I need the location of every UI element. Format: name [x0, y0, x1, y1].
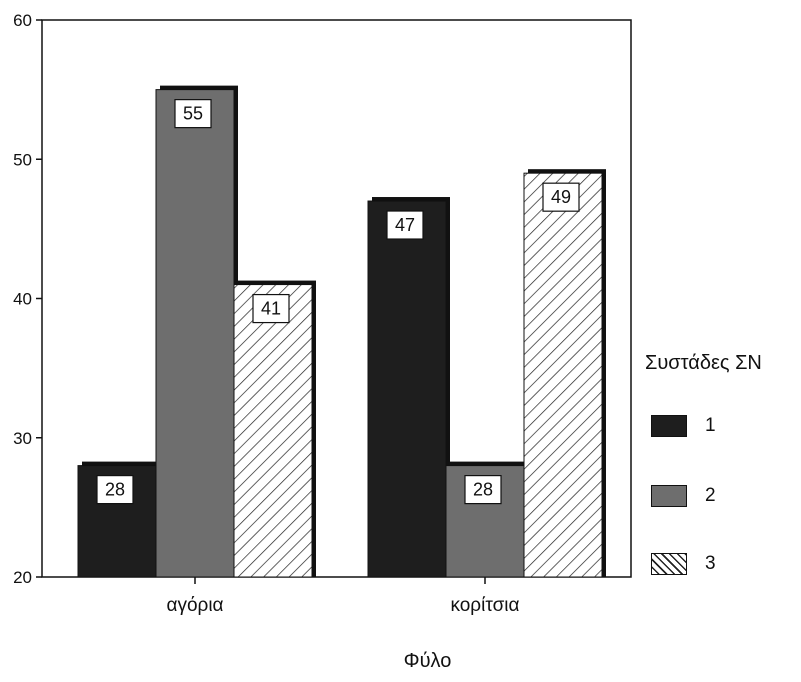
data-label: 28 — [105, 480, 125, 500]
data-label: 28 — [473, 480, 493, 500]
data-label-box — [386, 210, 424, 240]
legend-swatch-1 — [651, 415, 687, 437]
x-tick-label: κορίτσια — [450, 595, 519, 616]
data-label: 49 — [551, 187, 571, 207]
legend-swatch-2 — [651, 485, 687, 507]
bar — [367, 200, 447, 578]
data-label-box — [174, 99, 212, 129]
y-tick-label: 50 — [13, 150, 32, 169]
bar — [523, 172, 603, 578]
data-label: 41 — [261, 299, 281, 319]
data-label: 47 — [395, 215, 415, 235]
x-tick-label: αγόρια — [166, 595, 223, 616]
y-tick-label: 60 — [13, 11, 32, 30]
legend-label-1: 1 — [705, 415, 716, 436]
data-label-box — [542, 182, 580, 212]
legend-label-3: 3 — [705, 553, 716, 574]
y-tick-label: 30 — [13, 429, 32, 448]
bar — [155, 89, 235, 578]
legend-title: Συστάδες ΣΝ — [645, 352, 762, 374]
y-tick-label: 20 — [13, 568, 32, 587]
bar — [233, 284, 313, 578]
legend-item-3: 3 — [651, 552, 716, 576]
data-label-box — [464, 475, 502, 505]
legend-swatch-3 — [651, 553, 687, 575]
legend-item-2: 2 — [651, 484, 716, 508]
data-label-box — [252, 293, 290, 324]
data-label-box — [96, 475, 134, 505]
y-tick-label: 40 — [13, 290, 32, 309]
legend-item-1: 1 — [651, 414, 716, 438]
legend-label-2: 2 — [705, 485, 716, 506]
data-label: 55 — [183, 104, 203, 124]
x-axis-title: Φύλο — [403, 650, 452, 672]
